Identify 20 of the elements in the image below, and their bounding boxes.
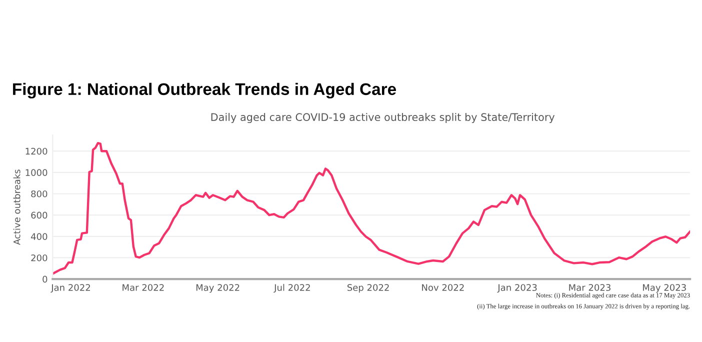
- y-tick-label: 1200: [26, 148, 48, 155]
- x-tick-label: Mar 2023: [569, 284, 610, 291]
- chart-subtitle: Daily aged care COVID-19 active outbreaks split by State/Territory: [211, 112, 555, 124]
- x-tick-label: Jul 2022: [274, 284, 310, 293]
- y-tick-label: 200: [31, 254, 48, 262]
- x-tick-label: May 2022: [196, 284, 240, 293]
- x-tick-label: Jan 2022: [50, 284, 90, 293]
- line-series: [52, 142, 690, 275]
- x-tick-label: May 2023: [643, 284, 686, 293]
- x-tick-label: Sep 2022: [347, 284, 389, 293]
- chart-title: Figure 1: National Outbreak Trends in Aged Care: [13, 82, 396, 98]
- y-tick-label: 400: [31, 233, 48, 240]
- y-tick-label: 800: [31, 190, 48, 198]
- x-tick-label: Mar 2022: [122, 284, 164, 291]
- y-axis-title: Active outbreaks: [13, 170, 20, 245]
- y-tick-label: 1000: [26, 169, 48, 176]
- x-tick-label: Jan 2023: [497, 284, 537, 293]
- y-tick-label: 0: [42, 276, 48, 283]
- x-tick-label: Nov 2022: [422, 284, 464, 291]
- y-tick-label: 600: [31, 212, 48, 219]
